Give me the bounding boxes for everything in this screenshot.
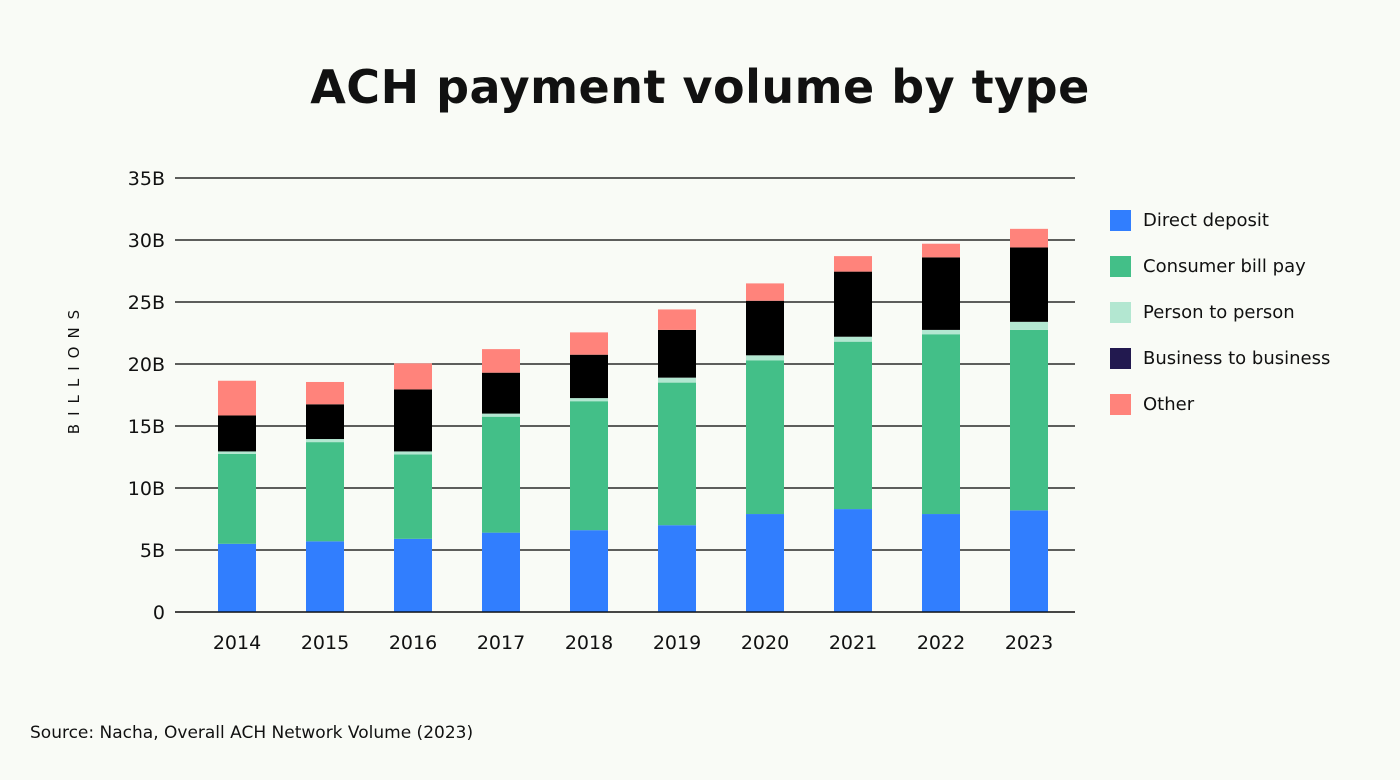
bar-segment-person-to-person-2020 [746,355,784,361]
bar-segment-other-2021 [834,256,872,272]
legend-label: Direct deposit [1143,209,1269,231]
bar-segment-consumer-bill-pay-2020 [746,360,784,515]
bar-segment-other-2017 [482,349,520,373]
legend-item: Person to person [1110,289,1330,335]
bar-segment-person-to-person-2019 [658,377,696,383]
legend-swatch [1110,301,1131,323]
y-tick-label: 30B [128,230,165,252]
bar-segment-consumer-bill-pay-2016 [394,454,432,539]
legend-item: Consumer bill pay [1110,243,1330,289]
bar-segment-direct-deposit-2022 [922,514,960,612]
legend: Direct deposit Consumer bill pay Person to… [1110,197,1330,427]
legend-item: Business to business [1110,335,1330,381]
bar-segment-other-2015 [306,381,344,405]
bar-segment-consumer-bill-pay-2015 [306,442,344,542]
bar-segment-consumer-bill-pay-2014 [218,453,256,544]
bar-segment-person-to-person-2016 [394,451,432,455]
bar-segment-other-2019 [658,309,696,330]
x-tick-label: 2022 [917,632,965,654]
bar-segment-consumer-bill-pay-2018 [570,401,608,531]
bar-segment-person-to-person-2017 [482,413,520,417]
bar-segment-other-2020 [746,283,784,301]
bar-segment-direct-deposit-2015 [306,541,344,612]
bar-segment-consumer-bill-pay-2021 [834,341,872,510]
bar-segment-direct-deposit-2020 [746,514,784,612]
legend-item: Other [1110,381,1330,427]
x-tick-label: 2021 [829,632,877,654]
y-tick-label: 35B [128,168,165,190]
bar-segment-person-to-person-2015 [306,439,344,443]
legend-item: Direct deposit [1110,197,1330,243]
x-tick-label: 2014 [213,632,261,654]
y-tick-label: 25B [128,292,165,314]
x-tick-label: 2017 [477,632,525,654]
x-tick-label: 2018 [565,632,613,654]
bar-segment-business-to-business-2016 [394,389,432,452]
bar-segment-direct-deposit-2018 [570,530,608,612]
bar-segment-consumer-bill-pay-2023 [1010,329,1048,511]
bar-segment-direct-deposit-2014 [218,543,256,612]
legend-label: Person to person [1143,301,1295,323]
bar-segment-person-to-person-2018 [570,398,608,402]
legend-label: Consumer bill pay [1143,255,1306,277]
y-axis-label: BILLIONS [65,301,83,435]
bar-segment-business-to-business-2022 [922,257,960,330]
bar-segment-other-2023 [1010,228,1048,248]
bar-segment-person-to-person-2021 [834,336,872,342]
bar-segment-direct-deposit-2019 [658,525,696,612]
x-tick-label: 2016 [389,632,437,654]
bar-segment-business-to-business-2014 [218,415,256,452]
bar-segment-direct-deposit-2016 [394,538,432,612]
x-tick-label: 2015 [301,632,349,654]
bar-segment-business-to-business-2019 [658,329,696,378]
legend-swatch [1110,255,1131,277]
y-tick-label: 20B [128,354,165,376]
bar-segment-other-2014 [218,380,256,416]
y-tick-label: 5B [140,540,165,562]
legend-swatch [1110,393,1131,415]
bar-segment-business-to-business-2015 [306,404,344,440]
bar-segment-other-2016 [394,363,432,390]
y-tick-label: 0 [153,602,165,624]
bar-segment-direct-deposit-2017 [482,532,520,612]
y-tick-label: 10B [128,478,165,500]
bar-segment-direct-deposit-2023 [1010,510,1048,612]
y-tick-label: 15B [128,416,165,438]
source-note: Source: Nacha, Overall ACH Network Volum… [30,723,474,743]
bar-segment-business-to-business-2020 [746,300,784,356]
bar-segment-consumer-bill-pay-2022 [922,334,960,515]
bar-segment-person-to-person-2022 [922,329,960,335]
x-tick-label: 2023 [1005,632,1053,654]
x-tick-label: 2020 [741,632,789,654]
legend-label: Other [1143,393,1195,415]
bar-segment-business-to-business-2017 [482,372,520,414]
bar-segment-consumer-bill-pay-2019 [658,382,696,526]
bar-segment-other-2022 [922,243,960,258]
bar-segment-person-to-person-2023 [1010,321,1048,330]
bar-segment-other-2018 [570,332,608,355]
bar-segment-business-to-business-2021 [834,271,872,337]
legend-label: Business to business [1143,347,1331,369]
chart-title: ACH payment volume by type [310,60,1090,114]
bar-segment-consumer-bill-pay-2017 [482,416,520,533]
x-tick-label: 2019 [653,632,701,654]
bar-segment-business-to-business-2023 [1010,247,1048,322]
bar-segment-business-to-business-2018 [570,354,608,399]
legend-swatch [1110,209,1131,231]
bar-segment-direct-deposit-2021 [834,509,872,612]
bar-segment-person-to-person-2014 [218,451,256,454]
legend-swatch [1110,347,1131,369]
